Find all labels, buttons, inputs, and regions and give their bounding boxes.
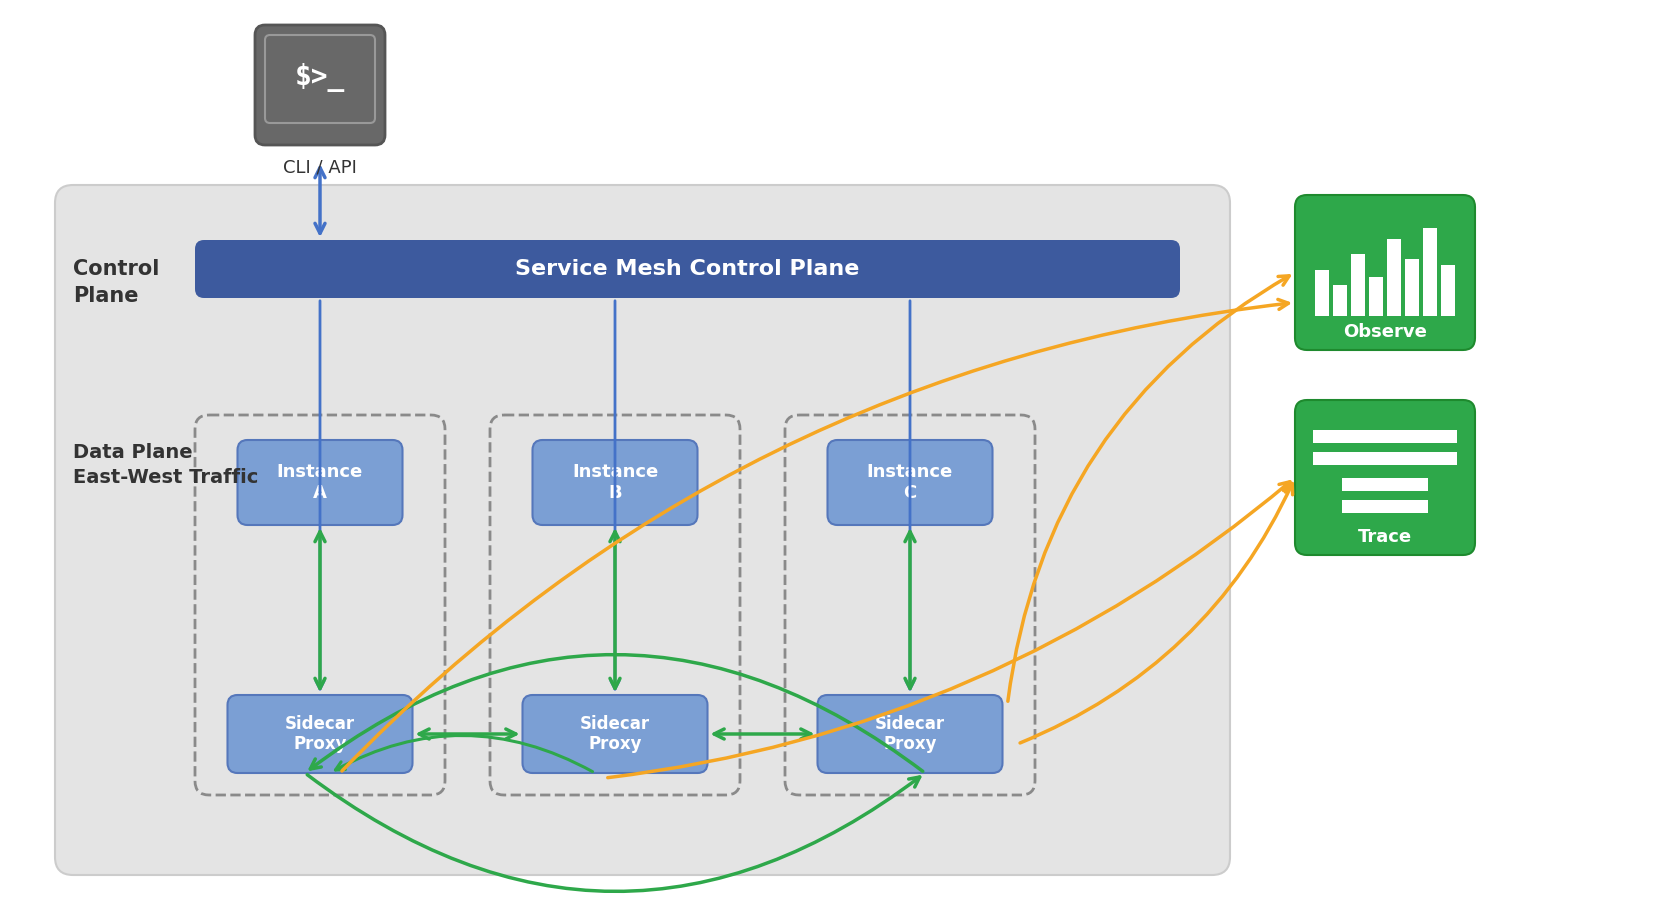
FancyBboxPatch shape	[818, 695, 1002, 773]
Bar	[1333, 285, 1346, 316]
Text: Observe: Observe	[1343, 323, 1428, 341]
Bar	[1388, 239, 1401, 316]
Bar	[1441, 264, 1454, 316]
Bar	[1341, 478, 1428, 491]
Text: Sidecar
Proxy: Sidecar Proxy	[580, 714, 650, 753]
FancyBboxPatch shape	[254, 25, 386, 145]
FancyBboxPatch shape	[228, 695, 412, 773]
FancyBboxPatch shape	[238, 440, 402, 525]
FancyBboxPatch shape	[522, 695, 708, 773]
FancyBboxPatch shape	[194, 240, 1180, 298]
Text: Data Plane
East-West Traffic: Data Plane East-West Traffic	[73, 443, 258, 487]
Bar	[1313, 452, 1458, 465]
Bar	[1351, 254, 1365, 316]
Bar	[1315, 270, 1330, 316]
Text: Instance
A: Instance A	[278, 463, 362, 502]
Text: Service Mesh Control Plane: Service Mesh Control Plane	[515, 259, 859, 279]
Bar	[1369, 277, 1383, 316]
Text: Sidecar
Proxy: Sidecar Proxy	[284, 714, 356, 753]
Bar	[1313, 430, 1458, 443]
FancyBboxPatch shape	[532, 440, 698, 525]
Bar	[1404, 260, 1419, 316]
Text: Instance
B: Instance B	[572, 463, 658, 502]
FancyBboxPatch shape	[1295, 195, 1474, 350]
Bar	[1341, 500, 1428, 513]
FancyBboxPatch shape	[55, 185, 1230, 875]
Text: $>_: $>_	[294, 62, 346, 91]
FancyBboxPatch shape	[1295, 400, 1474, 555]
FancyBboxPatch shape	[828, 440, 992, 525]
Bar	[1423, 228, 1438, 316]
Text: Sidecar
Proxy: Sidecar Proxy	[874, 714, 946, 753]
Text: Instance
C: Instance C	[868, 463, 952, 502]
Text: Control
Plane: Control Plane	[73, 259, 160, 306]
Text: CLI / API: CLI / API	[283, 159, 357, 177]
Text: Trace: Trace	[1358, 528, 1413, 546]
